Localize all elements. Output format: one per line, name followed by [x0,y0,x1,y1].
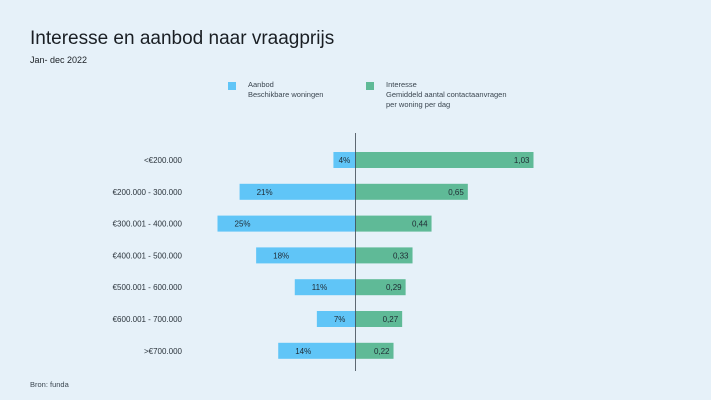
bar-aanbod [294,279,356,296]
category-label: <€200.000 [144,156,183,165]
data-label-aanbod: 7% [334,315,346,324]
bar-aanbod [316,311,356,327]
bar-aanbod [217,215,356,232]
legend-item-interesse: Interesse Gemiddeld aantal contactaanvra… [366,80,507,110]
legend-swatch-interesse [366,82,374,90]
data-label-interesse: 0,22 [374,347,390,356]
source-note: Bron: funda [30,380,69,389]
chart-title: Interesse en aanbod naar vraagprijs [30,28,335,49]
data-label-aanbod: 21% [257,188,273,197]
bar-interesse [355,279,406,296]
bar-interesse [355,311,403,327]
category-label: €300.001 - 400.000 [113,220,183,229]
chart-subtitle: Jan- dec 2022 [30,55,88,65]
bar-aanbod [333,152,356,168]
data-label-interesse: 0,44 [412,220,428,229]
data-label-interesse: 0,29 [386,283,402,292]
legend-label-aanbod: Aanbod [248,80,274,89]
data-label-aanbod: 14% [295,347,311,356]
data-label-interesse: 0,65 [448,188,464,197]
bar-interesse [355,247,413,264]
data-label-aanbod: 25% [235,220,251,229]
bar-interesse [355,215,432,232]
bar-interesse [355,342,394,359]
bar-aanbod [256,247,356,264]
legend-sublabel-interesse-2: per woning per dag [386,100,451,109]
data-label-interesse: 0,27 [383,315,399,324]
data-label-interesse: 1,03 [514,156,530,165]
bar-interesse [355,183,468,200]
data-label-aanbod: 11% [312,283,327,292]
category-label: >€700.000 [144,347,183,356]
bar-aanbod [239,183,356,200]
legend-item-aanbod: Aanbod Beschikbare woningen [228,80,323,100]
bar-aanbod [278,342,356,359]
bar-interesse [355,152,534,168]
data-label-aanbod: 18% [273,251,289,260]
legend-label-interesse: Interesse [386,80,417,89]
data-label-interesse: 0,33 [393,251,409,260]
legend-swatch-aanbod [228,82,236,90]
data-label-aanbod: 4% [339,156,351,165]
category-label: €200.000 - 300.000 [113,188,183,197]
category-label: €400.001 - 500.000 [113,251,183,260]
category-label: €600.001 - 700.000 [113,315,183,324]
legend-sublabel-interesse-1: Gemiddeld aantal contactaanvragen [386,90,507,99]
category-label: €500.001 - 600.000 [113,283,183,292]
legend-sublabel-aanbod: Beschikbare woningen [248,90,324,99]
